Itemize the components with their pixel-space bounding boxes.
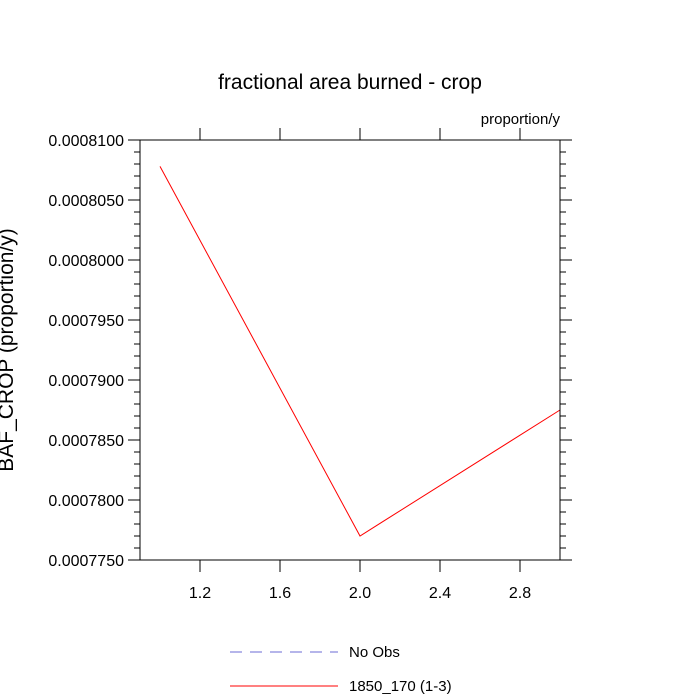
y-tick-label: 0.0007950 [48, 313, 124, 330]
series-layer [159, 166, 561, 537]
x-tick-label: 2.4 [429, 585, 451, 602]
y-tick-label: 0.0007850 [48, 433, 124, 450]
x-tick-label: 1.2 [189, 585, 211, 602]
y-ticks: 0.0007750 0.0007800 0.0007850 0.0007900 0.00… [48, 133, 572, 570]
plot-frame [139, 139, 561, 561]
y-tick-label: 0.0008050 [48, 193, 124, 210]
legend: No Obs 1850_170 (1-3) [230, 644, 452, 695]
x-tick-label: 1.6 [269, 585, 291, 602]
legend-label: No Obs [349, 644, 400, 661]
y-axis-label: BAF_CROP (proportion/y) [0, 228, 18, 472]
y-tick-label: 0.0007800 [48, 493, 124, 510]
series-line [159, 166, 561, 537]
x-tick-label: 2.8 [509, 585, 531, 602]
chart-units-label: proportion/y [481, 111, 561, 128]
y-tick-label: 0.0007750 [48, 553, 124, 570]
x-ticks: 1.2 1.6 2.0 2.4 2.8 [189, 128, 531, 602]
y-tick-label: 0.0008100 [48, 133, 124, 150]
y-tick-label: 0.0008000 [48, 253, 124, 270]
legend-label: 1850_170 (1-3) [349, 678, 452, 695]
x-tick-label: 2.0 [349, 585, 371, 602]
chart-title: fractional area burned - crop [218, 71, 482, 94]
y-tick-label: 0.0007900 [48, 373, 124, 390]
